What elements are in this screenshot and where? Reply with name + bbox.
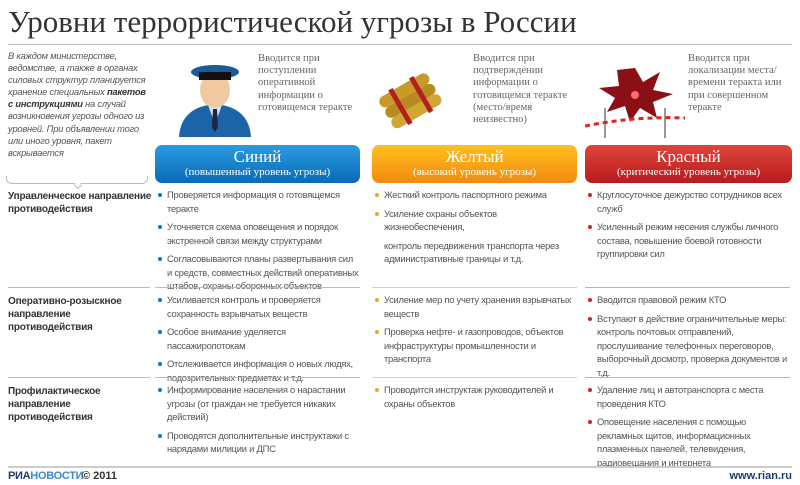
level-name: Красный <box>656 147 721 166</box>
cell-yellow: Жесткий контроль паспортного режима Усиле… <box>372 188 577 271</box>
bullet-item: Усиление мер по учету хранения взрывчаты… <box>372 293 577 320</box>
row-label: Оперативно-розыскное направление противо… <box>8 296 122 333</box>
bullet-item: Усиленный режим несения службы личного с… <box>585 220 790 261</box>
bullet-item: Вводится правовой режим КТО <box>585 293 790 307</box>
red-level-description: Вводится при локализации места/времени т… <box>688 53 782 113</box>
row-label: Профилактическое направление противодейс… <box>8 386 101 423</box>
logo-text-b: НОВОСТИ <box>30 470 84 482</box>
level-header-blue: Синий (повышенный уровень угрозы) <box>155 145 360 183</box>
bullet-text: Особое внимание уделяется пассажиропоток… <box>167 326 286 351</box>
cell-blue: Усиливается контроль и проверяется сохра… <box>155 293 360 389</box>
bullet-item: Особое внимание уделяется пассажиропоток… <box>155 325 360 352</box>
bullet-text: Круглосуточное дежурство сотрудников все… <box>597 189 782 214</box>
bullet-item: Проводится инструктаж руководителей и ох… <box>372 383 577 410</box>
logo-text-a: РИА <box>8 470 31 482</box>
bullet-text: Согласовываются планы развертывания сил … <box>167 253 359 291</box>
brace-divider <box>6 176 148 184</box>
footer-divider <box>8 466 792 468</box>
intro-text: В каждом министерстве, ведомстве, а такж… <box>8 51 146 98</box>
bullet-text: Усиление охраны объектов жизнеобеспечени… <box>384 207 497 233</box>
bullet-item: Круглосуточное дежурство сотрудников все… <box>585 188 790 215</box>
row-divider <box>8 377 150 378</box>
bullet-text: Проводятся дополнительные инструктажи с … <box>167 429 349 455</box>
site-link[interactable]: www.rian.ru <box>729 470 792 482</box>
bullet-item: Согласовываются планы развертывания сил … <box>155 252 360 293</box>
bullet-item: Вступают в действие ограничительные меры… <box>585 312 790 380</box>
bullet-text: Усиливается контроль и проверяется сохра… <box>167 294 321 319</box>
level-header-red: Красный (критический уровень угрозы) <box>585 145 792 183</box>
bullet-text: Проверка нефте- и газопроводов, объектов… <box>384 326 564 364</box>
bullet-text: Информирование населения о нарастании уг… <box>167 384 346 422</box>
dynamite-icon <box>379 73 442 129</box>
bullet-text: Проверяется информация о готовящемся тер… <box>167 189 340 214</box>
bullet-text: Усиление мер по учету хранения взрывчаты… <box>384 294 572 319</box>
cell-red: Вводится правовой режим КТО Вступают в де… <box>585 293 790 384</box>
row-divider <box>155 377 360 378</box>
level-subtitle: (критический уровень угрозы) <box>616 166 761 178</box>
page-title: Уровни террористической угрозы в России <box>8 4 577 39</box>
bullet-text: Отслеживается информация о новых людях, … <box>167 358 353 383</box>
bullet-item: Отслеживается информация о новых людях, … <box>155 357 360 384</box>
bullet-item: Жесткий контроль паспортного режима <box>372 188 577 202</box>
bullet-text: Жесткий контроль паспортного режима <box>384 189 547 200</box>
explosion-cordon-icon <box>585 68 685 138</box>
divider <box>8 44 792 45</box>
bullet-text: Проводится инструктаж руководителей и ох… <box>384 384 554 409</box>
row-divider <box>155 287 360 288</box>
blue-level-description: Вводится при поступлении оперативной инф… <box>258 53 353 113</box>
bullet-text: Вводится правовой режим КТО <box>597 294 727 305</box>
level-name: Синий <box>233 147 282 166</box>
bullet-item: Усиление охраны объектов жизнеобеспечени… <box>372 207 577 266</box>
copyright: © 2011 <box>82 470 118 482</box>
cell-red: Круглосуточное дежурство сотрудников все… <box>585 188 790 266</box>
yellow-level-description: Вводится при подтверждении информации о … <box>473 53 568 126</box>
bullet-item: Проводятся дополнительные инструктажи с … <box>155 429 360 456</box>
row-divider <box>8 287 150 288</box>
bullet-text: Усиленный режим несения службы личного с… <box>597 221 779 259</box>
intro-text-end: на случай возникновения угрозы одного из… <box>8 99 145 158</box>
row-divider <box>585 377 790 378</box>
bullet-text-continuation: контроль передвижения транспорта через а… <box>384 239 559 265</box>
row-divider <box>372 287 577 288</box>
bullet-item: Информирование населения о нарастании уг… <box>155 383 360 424</box>
ria-novosti-logo: РИАНОВОСТИ <box>8 470 84 482</box>
row-divider <box>585 287 790 288</box>
bullet-item: Уточняется схема оповещения и порядок эк… <box>155 220 360 247</box>
cell-red: Удаление лиц и автотранспорта с места пр… <box>585 383 790 474</box>
intro-bold: пакетов с инструкциями <box>8 87 146 110</box>
bullet-item: Проверяется информация о готовящемся тер… <box>155 188 360 215</box>
row-label: Управленческое направление противодейств… <box>8 191 152 215</box>
level-name: Желтый <box>445 147 504 166</box>
bullet-text: Удаление лиц и автотранспорта с места пр… <box>597 384 764 409</box>
bullet-item: Усиливается контроль и проверяется сохра… <box>155 293 360 320</box>
cell-yellow: Проводится инструктаж руководителей и ох… <box>372 383 577 415</box>
level-header-yellow: Желтый (высокий уровень угрозы) <box>372 145 577 183</box>
level-subtitle: (повышенный уровень угрозы) <box>184 166 331 178</box>
level-subtitle: (высокий уровень угрозы) <box>412 166 537 178</box>
bullet-text: Оповещение населения с помощью рекламных… <box>597 416 751 468</box>
cell-blue: Информирование населения о нарастании уг… <box>155 383 360 461</box>
bullet-text: Вступают в действие ограничительные меры… <box>597 312 787 378</box>
row-divider <box>372 377 577 378</box>
bullet-text: Уточняется схема оповещения и порядок эк… <box>167 221 338 246</box>
intro-note: В каждом министерстве, ведомстве, а такж… <box>8 50 150 159</box>
cell-blue: Проверяется информация о готовящемся тер… <box>155 188 360 298</box>
cell-yellow: Усиление мер по учету хранения взрывчаты… <box>372 293 577 371</box>
bullet-item: Проверка нефте- и газопроводов, объектов… <box>372 325 577 366</box>
bullet-item: Оповещение населения с помощью рекламных… <box>585 415 790 469</box>
police-officer-icon <box>179 65 251 137</box>
bullet-item: Удаление лиц и автотранспорта с места пр… <box>585 383 790 410</box>
